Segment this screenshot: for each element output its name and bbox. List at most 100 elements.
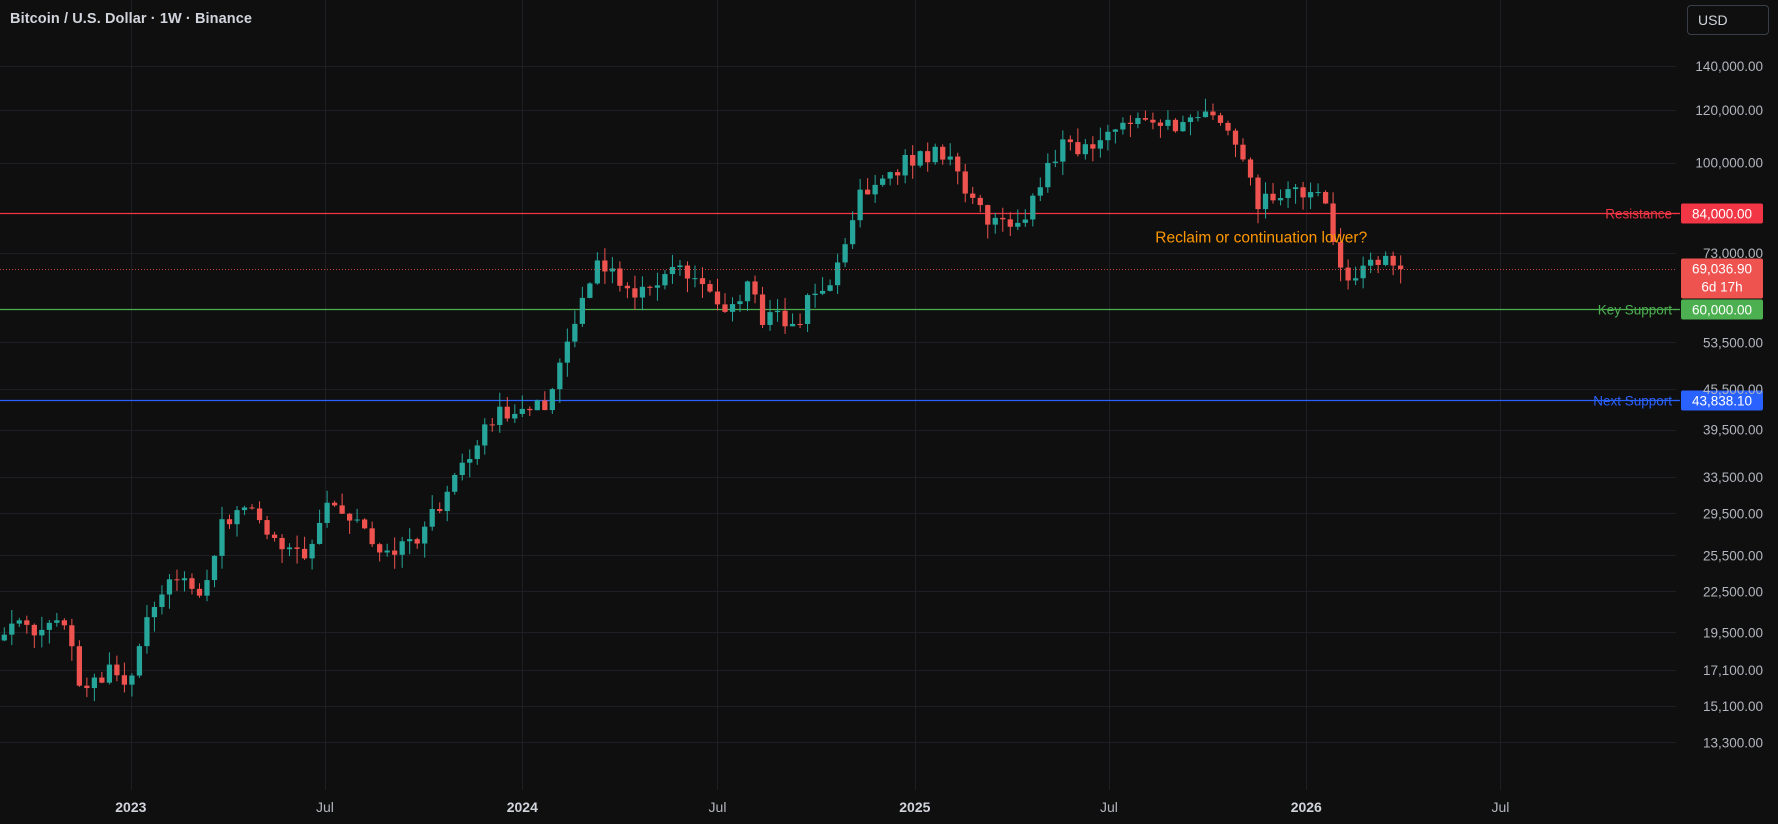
time-axis-label: 2024 [507,799,538,815]
current-price-tag[interactable] [1681,258,1763,299]
candle [422,521,428,558]
candle [114,655,120,682]
candle-body [309,543,315,559]
candle [452,472,458,495]
candle [331,500,338,507]
candle-body [669,267,676,275]
candle-body [9,623,15,635]
candle-body [872,184,878,195]
candle [647,285,653,296]
candle [1030,193,1036,227]
candle-body [1202,111,1209,118]
candle-body [519,408,525,414]
candle-body [46,622,52,630]
candle [970,186,976,204]
candle [797,313,803,329]
candle [1247,157,1254,186]
candle [1052,149,1058,168]
candle [895,169,901,185]
candle-body [459,462,465,475]
candle [639,276,646,311]
time-axis[interactable]: 2023 Jul 2024 Jul 2025 Jul 2026 Jul [115,799,1509,815]
price-axis-label: 100,000.00 [1695,156,1763,171]
candle-body [699,278,706,285]
candle [369,521,375,548]
currency-button[interactable]: USD [1687,5,1769,35]
candle [557,358,563,403]
candle-body [354,519,360,521]
candle [887,171,893,186]
candle [880,175,886,187]
candle-body [151,606,158,618]
candle-body [1322,192,1329,204]
candle-body [947,156,953,160]
candle-body [1052,161,1058,163]
candle-body [932,146,938,163]
candle-body [534,400,540,411]
candle [16,617,22,628]
price-axis-label: 19,500.00 [1703,625,1763,640]
candle-body [362,519,368,529]
price-axis[interactable]: 140,000.00 120,000.00 100,000.00 73,000.00 5… [1695,59,1763,751]
level-next-support[interactable]: Next Support 43,838.10 [0,390,1763,411]
candle [992,212,998,234]
level-price-tag [1681,299,1763,320]
level-price-tag [1681,390,1763,411]
candle-body [782,310,788,327]
candle [1172,118,1179,133]
level-resistance[interactable]: Resistance 84,000.00 [0,203,1763,224]
candle [166,574,173,609]
candle-body [136,646,143,676]
candle [234,506,240,537]
candle [9,609,15,646]
candle [729,297,736,322]
level-key-support[interactable]: Key Support 60,000.00 [0,299,1763,320]
candle [106,652,113,685]
candle-body [226,519,233,525]
candle-body [1180,122,1186,132]
candle-body [271,534,278,538]
candle [1,627,7,642]
candle-body [166,579,173,595]
candle [1360,256,1366,289]
candle [684,261,691,293]
candle-body [992,217,998,225]
candle-body [587,283,593,298]
candle-body [1045,162,1051,188]
level-price-label: 43,838.10 [1692,394,1752,409]
candle [819,277,826,296]
candle [211,555,218,588]
candle-body [767,312,773,325]
candle [1390,251,1396,276]
time-axis-label: 2026 [1291,799,1322,815]
horizontal-levels[interactable]: Resistance 84,000.00 Key Support 60,000.00 N… [0,203,1763,411]
candle [301,536,308,561]
candle-body [955,156,961,172]
candle [271,531,278,542]
candle-body [196,588,203,596]
candle [572,310,578,348]
candle [1345,259,1351,290]
candle [136,643,143,678]
candle-body [1067,139,1073,143]
candle [437,502,443,514]
candle [46,619,52,644]
candle-body [1105,131,1111,141]
candle-body [970,193,976,198]
candle-body [114,664,120,676]
candle-body [76,646,82,686]
candle [69,618,75,661]
candle-body [774,310,781,313]
candle [527,406,533,417]
candle-body [827,285,833,291]
candle [84,677,90,698]
candle [842,238,848,268]
candle-body [647,286,653,288]
candle-body [69,625,75,647]
candle [932,143,938,165]
candle-body [422,526,428,544]
candle [1045,153,1051,193]
candle [1225,120,1231,136]
candle [392,537,398,569]
